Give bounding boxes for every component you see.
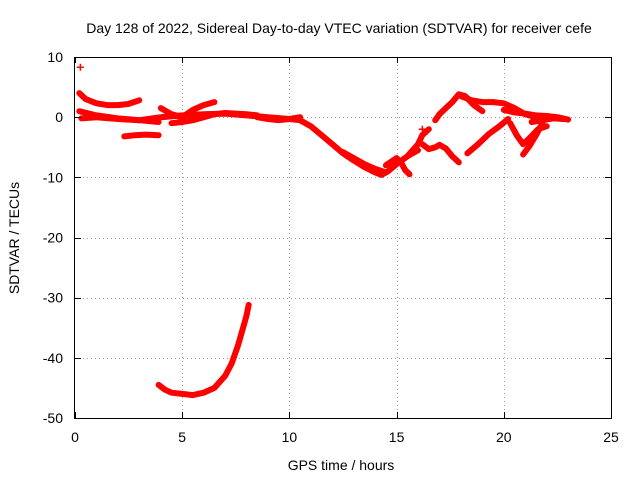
x-axis-title: GPS time / hours [288,457,395,473]
x-tick-label: 15 [389,429,405,445]
series-pass-j [404,126,432,160]
plot-frame [74,57,612,419]
axis-ticks [75,57,612,419]
series-pass-n [464,116,512,157]
data-series [76,63,572,399]
data-point [76,63,84,71]
series-pass-p [520,120,546,158]
series-pass-a [76,90,143,109]
x-tick-labels: 0 5 10 15 20 25 [71,429,619,445]
series-low-pass [155,301,252,399]
series-pass-l [432,91,486,124]
series-pass-r [500,106,572,123]
grid [75,57,611,418]
series-pass-g [254,114,421,178]
series-pass-h [340,149,389,176]
x-tick-label: 20 [496,429,512,445]
y-tick-label: 0 [55,109,63,125]
chart-title: Day 128 of 2022, Sidereal Day-to-day VTE… [86,20,592,36]
y-axis-title: SDTVAR / TECUs [6,182,22,294]
series-pass-f [168,110,261,127]
y-tick-label: -10 [43,169,63,185]
y-tick-label: -50 [43,410,63,426]
x-tick-label: 25 [603,429,619,445]
series-pass-e [157,99,218,121]
data-point [418,125,426,133]
series-pass-c [78,114,162,125]
y-tick-labels: 10 0 -10 -20 -30 -40 -50 [43,49,63,426]
y-tick-label: -40 [43,350,63,366]
series-pass-k [419,141,462,166]
series-pass-i [382,155,413,178]
y-tick-label: 10 [47,49,63,65]
series-pass-d [121,131,162,140]
x-tick-label: 0 [71,429,79,445]
y-tick-label: -30 [43,290,63,306]
x-tick-label: 5 [178,429,186,445]
x-tick-label: 10 [282,429,298,445]
y-tick-label: -20 [43,230,63,246]
